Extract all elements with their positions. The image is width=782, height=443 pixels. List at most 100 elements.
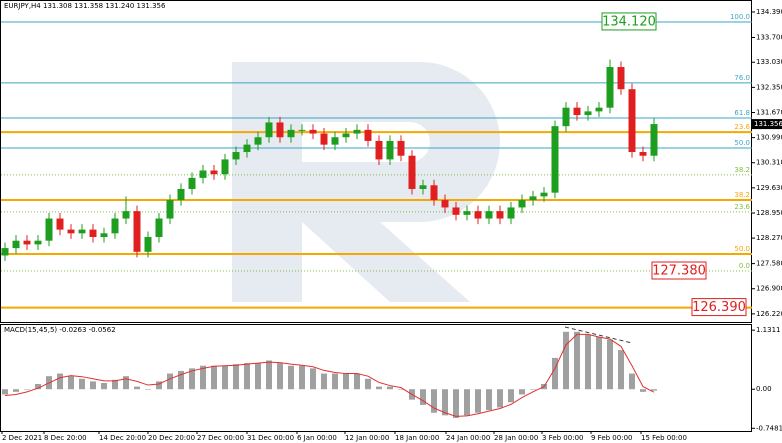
macd-bar (464, 389, 470, 416)
macd-bar (222, 365, 228, 390)
macd-bar (607, 339, 613, 390)
candle-body (100, 233, 108, 238)
macd-bar (398, 389, 404, 390)
y-tick-label: 131.670 (756, 108, 782, 116)
macd-title: MACD(15,45,5) -0.0263 -0.0562 (4, 326, 116, 334)
candle-body (463, 211, 471, 215)
x-tick-label: 9 Feb 00:00 (591, 434, 632, 442)
candle-body (45, 218, 53, 241)
y-tick-label: 133.030 (756, 58, 782, 66)
fib-level-label: 38.2 (734, 166, 750, 174)
y-tick-label: 0.00 (756, 385, 772, 393)
x-tick-label: 15 Feb 00:00 (641, 434, 687, 442)
y-tick-label: 130.310 (756, 159, 782, 167)
macd-bar (486, 389, 492, 411)
macd-frame (0, 324, 752, 432)
x-tick-label: 24 Jan 00:00 (446, 434, 490, 442)
macd-bar (299, 365, 305, 390)
macd-bar (255, 363, 261, 390)
candle-body (430, 185, 438, 201)
y-tick-label: 127.580 (756, 260, 782, 268)
y-tick-label: -0.7481 (756, 424, 782, 432)
y-tick-label: 128.270 (756, 234, 782, 242)
candle-body (276, 122, 284, 138)
macd-bar (629, 373, 635, 390)
fib-level-label: 38.2 (734, 191, 750, 199)
macd-bar (420, 389, 426, 405)
macd-bar (519, 389, 525, 395)
fib-level-label: 61.8 (734, 109, 750, 117)
candle-body (606, 67, 614, 108)
candle-body (177, 188, 185, 201)
price-label-box (651, 261, 707, 280)
candle-body (67, 229, 75, 234)
candle-body (540, 192, 548, 197)
price-label: 126.390 (692, 300, 746, 315)
candle-body (353, 129, 361, 134)
candle-body (518, 200, 526, 208)
candle-body (639, 152, 647, 156)
main-frame (0, 0, 752, 323)
macd-bar (640, 389, 646, 392)
x-tick-label: 27 Dec 00:00 (197, 434, 244, 442)
last-price-label: 131.356 (754, 120, 782, 128)
candle-body (166, 200, 174, 219)
macd-bar (68, 376, 74, 390)
x-tick-label: 18 Jan 00:00 (395, 434, 439, 442)
macd-bar (266, 360, 272, 390)
candle-body (331, 137, 339, 145)
candle-body (408, 155, 416, 189)
candle-body (199, 170, 207, 178)
macd-bar (101, 382, 107, 390)
candle-body (496, 211, 504, 219)
candle-body (397, 140, 405, 156)
candle-body (628, 89, 636, 153)
candle-body (386, 140, 394, 160)
y-tick-label: 134.390 (756, 8, 782, 16)
macd-bar (497, 389, 503, 408)
macd-bar (552, 357, 558, 390)
macd-bar (112, 379, 118, 390)
fib-level-label: 50.0 (734, 139, 750, 147)
candle-body (364, 129, 372, 141)
candle-body (573, 107, 581, 116)
x-tick-label: 28 Jan 00:00 (494, 434, 538, 442)
x-tick-label: 12 Jan 00:00 (345, 434, 389, 442)
candle-body (133, 211, 141, 252)
macd-bar (288, 365, 294, 390)
candle-body (122, 211, 130, 219)
y-tick-label: 133.700 (756, 33, 782, 41)
divergence-line (564, 326, 633, 344)
candle-body (529, 196, 537, 201)
y-tick-label: 126.900 (756, 285, 782, 293)
candle-body (23, 240, 31, 245)
macd-bar (618, 350, 624, 390)
candle-body (89, 229, 97, 238)
candle-body (584, 111, 592, 116)
macd-bar (90, 381, 96, 390)
macd-bar (244, 363, 250, 390)
candle-body (287, 129, 295, 138)
macd-bar (79, 378, 85, 390)
macd-bar (13, 389, 19, 392)
fib-level-label: 76.0 (734, 74, 750, 82)
fib-level-label: 23.6 (734, 123, 750, 131)
fib-level-label: 0.0 (739, 262, 750, 270)
macd-bar (178, 370, 184, 390)
macd-bar (365, 378, 371, 390)
y-tick-label: 126.220 (756, 310, 782, 318)
candle-body (144, 237, 152, 252)
macd-bar (376, 386, 382, 390)
x-tick-label: 31 Dec 00:00 (247, 434, 294, 442)
price-label: 134.120 (602, 14, 656, 29)
x-tick-label: 14 Dec 20:00 (99, 434, 146, 442)
macd-bar (2, 389, 8, 395)
y-tick-label: 132.350 (756, 83, 782, 91)
macd-bar (563, 331, 569, 390)
candle-body (441, 200, 449, 208)
price-label-box (691, 298, 747, 317)
candle-body (210, 170, 218, 175)
candle-body (617, 67, 625, 90)
candle-body (375, 140, 383, 160)
y-tick-label: 1.1311 (756, 326, 781, 334)
